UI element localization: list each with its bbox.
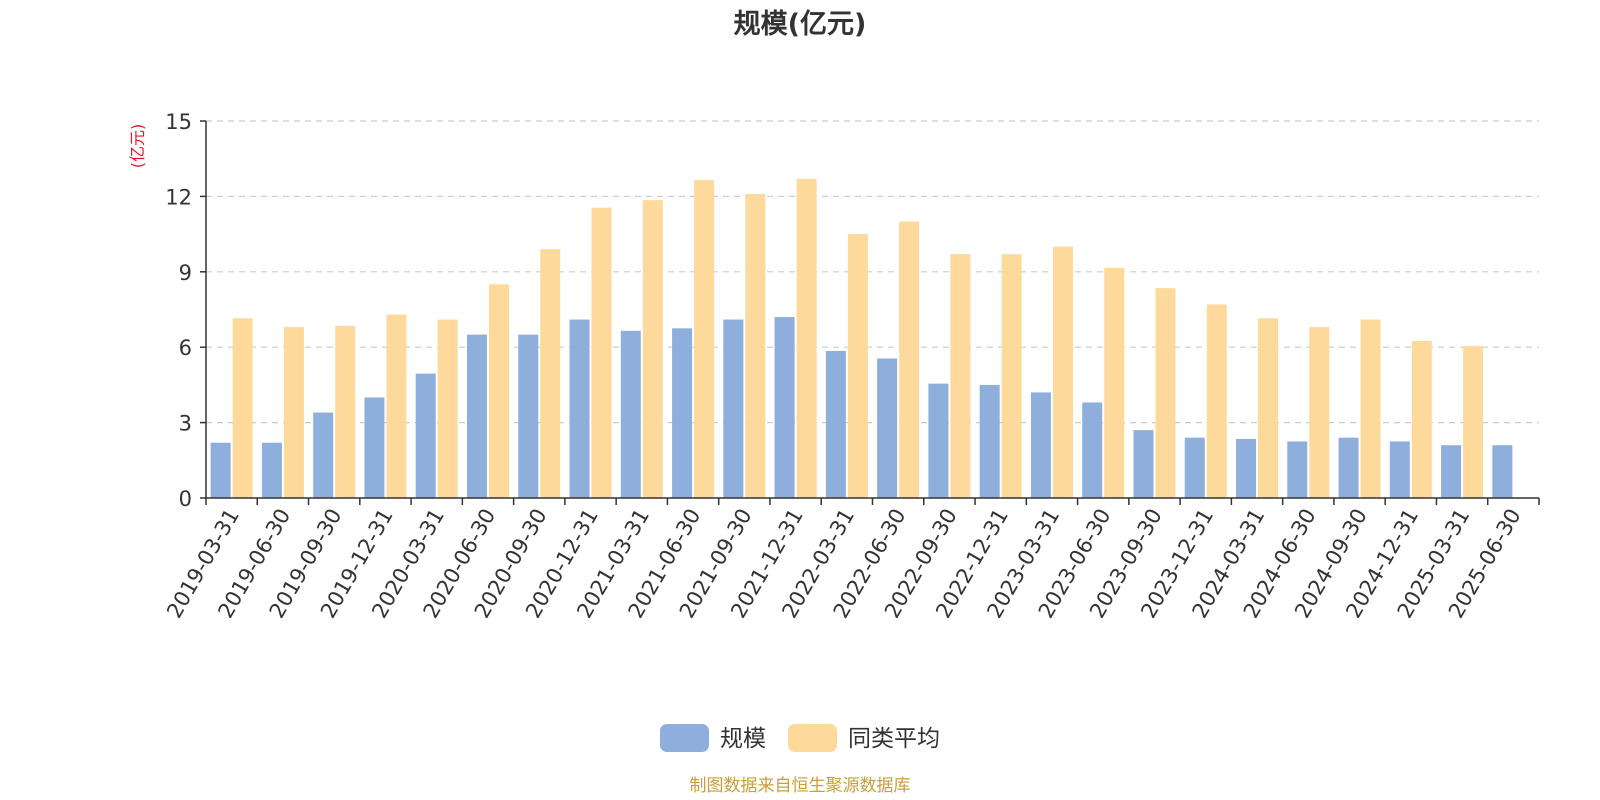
bar-scale	[1236, 438, 1257, 498]
y-tick-label: 0	[179, 487, 192, 511]
bar-peer-average	[540, 249, 561, 498]
bar-peer-average	[694, 180, 715, 498]
bar-peer-average	[1258, 318, 1279, 498]
y-tick-label: 15	[165, 110, 192, 134]
bar-scale	[825, 350, 846, 498]
bar-scale	[979, 384, 1000, 498]
legend-swatch	[660, 724, 709, 752]
bar-scale	[569, 319, 590, 498]
bar-scale	[1184, 437, 1205, 498]
bar-peer-average	[1001, 254, 1022, 498]
bar-scale	[1030, 392, 1051, 498]
bar-peer-average	[899, 221, 920, 499]
bar-peer-average	[847, 234, 868, 498]
bar-scale	[877, 358, 898, 498]
bar-scale	[210, 442, 231, 498]
y-tick-label: 6	[179, 336, 192, 360]
legend-label: 同类平均	[848, 726, 940, 752]
bar-scale	[518, 334, 539, 498]
bar-peer-average	[283, 327, 304, 498]
bar-peer-average	[386, 314, 407, 498]
bar-peer-average	[1206, 304, 1227, 498]
legend-swatch	[788, 724, 837, 752]
bar-scale	[723, 319, 744, 498]
y-tick-labels: 0 3 6 9 12 15	[165, 110, 192, 511]
bar-peer-average	[950, 254, 971, 498]
bar-peer-average	[1155, 288, 1176, 498]
bar-peer-average	[1309, 327, 1330, 498]
source-note: 制图数据来自恒生聚源数据库	[690, 776, 911, 796]
bar-peer-average	[796, 178, 817, 498]
bar-scale	[261, 442, 282, 498]
bar-peer-average	[437, 319, 458, 498]
bar-peer-average	[1360, 319, 1381, 498]
bar-scale	[774, 317, 795, 498]
bar-peer-average	[642, 200, 663, 499]
bar-peer-average	[591, 207, 612, 498]
chart-title: 规模(亿元)	[734, 9, 867, 40]
y-tick-label: 3	[179, 412, 192, 436]
bar-scale	[1441, 445, 1462, 498]
bar-peer-average	[1052, 246, 1073, 498]
y-axis-label: (亿元)	[128, 124, 147, 169]
bar-scale	[466, 334, 487, 498]
bar-scale	[672, 328, 693, 498]
bar-peer-average	[1463, 345, 1484, 498]
bar-scale	[1389, 441, 1410, 498]
bar-scale	[313, 412, 334, 498]
bar-peer-average	[745, 193, 766, 499]
bar-scale	[1338, 437, 1359, 498]
bar-peer-average	[232, 318, 253, 498]
bar-scale	[1133, 430, 1154, 498]
bar-scale	[928, 383, 949, 498]
bar-scale	[620, 330, 641, 498]
legend: 规模 同类平均	[660, 724, 940, 752]
axes	[200, 120, 1540, 505]
bar-peer-average	[1104, 268, 1125, 498]
bar-scale	[1287, 441, 1308, 498]
bars	[210, 178, 1513, 499]
bar-scale	[1492, 445, 1513, 498]
bar-peer-average	[1411, 340, 1432, 498]
bar-scale	[415, 373, 436, 498]
y-tick-label: 12	[165, 185, 192, 209]
y-tick-label: 9	[179, 261, 192, 285]
bar-peer-average	[488, 284, 509, 498]
legend-label: 规模	[720, 726, 766, 752]
bar-scale	[364, 397, 385, 498]
bar-scale	[1082, 402, 1103, 498]
x-tick-labels: 2019-03-312019-06-302019-09-302019-12-31…	[162, 505, 1526, 623]
bar-peer-average	[335, 325, 356, 498]
